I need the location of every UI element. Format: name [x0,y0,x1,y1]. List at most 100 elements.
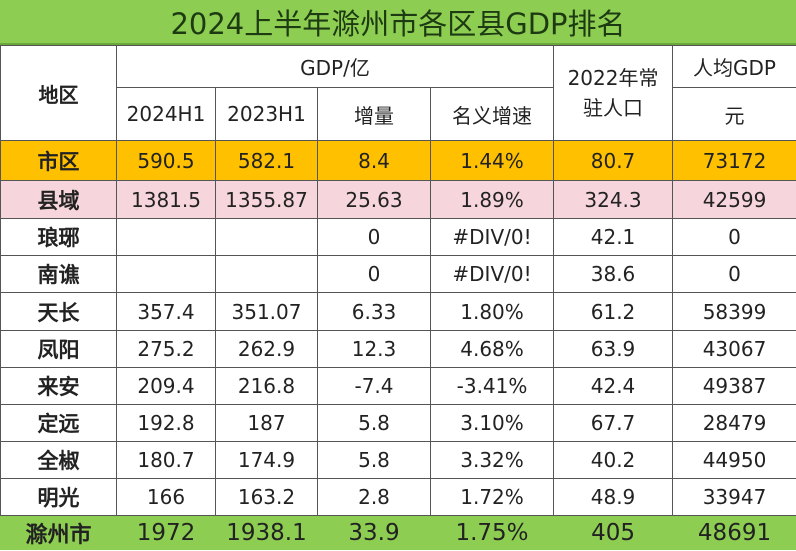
cell-per-capita: 28479 [672,404,796,442]
cell-population: 63.9 [553,330,674,368]
cell-per-capita: 73172 [672,140,796,181]
header-population-text: 2022年常驻人口 [567,66,659,120]
cell-per-capita: 42599 [672,180,796,219]
header-per-capita: 人均GDP [672,45,796,88]
cell-region: 全椒 [0,441,117,479]
table-row: 市区 590.5 582.1 8.4 1.44% 80.7 73172 [0,140,796,181]
cell-population: 42.4 [553,367,674,405]
cell-h2023: 174.9 [215,441,318,479]
cell-h2024 [116,218,216,256]
cell-population: 61.2 [553,292,674,331]
cell-population: 67.7 [553,404,674,442]
cell-h2024: 209.4 [116,367,216,405]
cell-increase: 8.4 [317,140,431,181]
cell-growth: 1.89% [429,180,555,219]
cell-h2023: 262.9 [215,330,318,368]
table-row: 凤阳 275.2 262.9 12.3 4.68% 63.9 43067 [0,330,796,368]
table-row: 南谯 0 #DIV/0! 38.6 0 [0,255,796,293]
cell-region: 市区 [0,140,117,181]
header-population: 2022年常驻人口 [553,45,674,141]
cell-per-capita: 0 [672,255,796,293]
cell-increase: -7.4 [317,367,431,405]
cell-growth: 4.68% [429,330,555,368]
cell-increase: 0 [317,255,431,293]
table-row: 县域 1381.5 1355.87 25.63 1.89% 324.3 42599 [0,180,796,219]
cell-population: 80.7 [553,140,674,181]
table-row: 滁州市 1972 1938.1 33.9 1.75% 405 48691 [0,515,796,550]
cell-h2024: 180.7 [116,441,216,479]
cell-increase: 25.63 [317,180,431,219]
table-row: 全椒 180.7 174.9 5.8 3.32% 40.2 44950 [0,441,796,479]
cell-increase: 5.8 [317,404,431,442]
cell-h2023: 187 [215,404,318,442]
cell-population: 405 [553,515,674,550]
cell-region: 明光 [0,478,117,516]
cell-population: 48.9 [553,478,674,516]
cell-per-capita: 58399 [672,292,796,331]
cell-h2024: 192.8 [116,404,216,442]
cell-h2024: 166 [116,478,216,516]
cell-per-capita: 48691 [672,515,796,550]
cell-per-capita: 43067 [672,330,796,368]
cell-region: 定远 [0,404,117,442]
cell-h2023: 582.1 [215,140,318,181]
cell-growth: -3.41% [429,367,555,405]
cell-growth: 1.72% [429,478,555,516]
cell-h2023 [215,255,318,293]
cell-increase: 6.33 [317,292,431,331]
table-row: 明光 166 163.2 2.8 1.72% 48.9 33947 [0,478,796,516]
cell-growth: 1.44% [429,140,555,181]
cell-increase: 5.8 [317,441,431,479]
cell-h2023 [215,218,318,256]
cell-population: 324.3 [553,180,674,219]
header-2024h1: 2024H1 [116,87,216,141]
cell-h2023: 1938.1 [215,515,318,550]
header-2023h1: 2023H1 [215,87,318,141]
header-region: 地区 [0,45,117,141]
cell-increase: 12.3 [317,330,431,368]
cell-increase: 2.8 [317,478,431,516]
cell-h2023: 351.07 [215,292,318,331]
cell-h2024 [116,255,216,293]
cell-region: 凤阳 [0,330,117,368]
cell-h2024: 1381.5 [116,180,216,219]
cell-growth: 3.32% [429,441,555,479]
cell-growth: 1.75% [429,515,555,550]
cell-per-capita: 0 [672,218,796,256]
table-row: 定远 192.8 187 5.8 3.10% 67.7 28479 [0,404,796,442]
cell-growth: 1.80% [429,292,555,331]
cell-h2024: 1972 [116,515,216,550]
header-gdp-group: GDP/亿 [115,45,555,88]
cell-region: 天长 [0,292,117,331]
cell-per-capita: 49387 [672,367,796,405]
cell-h2023: 163.2 [215,478,318,516]
table-row: 天长 357.4 351.07 6.33 1.80% 61.2 58399 [0,292,796,331]
cell-h2024: 357.4 [116,292,216,331]
cell-population: 40.2 [553,441,674,479]
cell-h2024: 590.5 [116,140,216,181]
cell-region: 南谯 [0,255,117,293]
cell-per-capita: 33947 [672,478,796,516]
cell-increase: 0 [317,218,431,256]
cell-growth: 3.10% [429,404,555,442]
cell-region: 琅琊 [0,218,117,256]
header-growth: 名义增速 [429,87,555,141]
cell-h2023: 1355.87 [215,180,318,219]
header-increase: 增量 [317,87,431,141]
table-title: 2024上半年滁州市各区县GDP排名 [0,0,796,45]
gdp-ranking-table: 地区 GDP/亿 2022年常驻人口 人均GDP 2024H1 2023H1 增… [0,45,796,550]
cell-population: 42.1 [553,218,674,256]
cell-region: 滁州市 [0,515,117,550]
table-row: 琅琊 0 #DIV/0! 42.1 0 [0,218,796,256]
cell-population: 38.6 [553,255,674,293]
cell-h2024: 275.2 [116,330,216,368]
cell-growth: #DIV/0! [429,218,555,256]
cell-h2023: 216.8 [215,367,318,405]
cell-region: 县域 [0,180,117,219]
table-row: 来安 209.4 216.8 -7.4 -3.41% 42.4 49387 [0,367,796,405]
cell-per-capita: 44950 [672,441,796,479]
cell-increase: 33.9 [317,515,431,550]
cell-region: 来安 [0,367,117,405]
header-per-capita-unit: 元 [672,87,796,141]
cell-growth: #DIV/0! [429,255,555,293]
